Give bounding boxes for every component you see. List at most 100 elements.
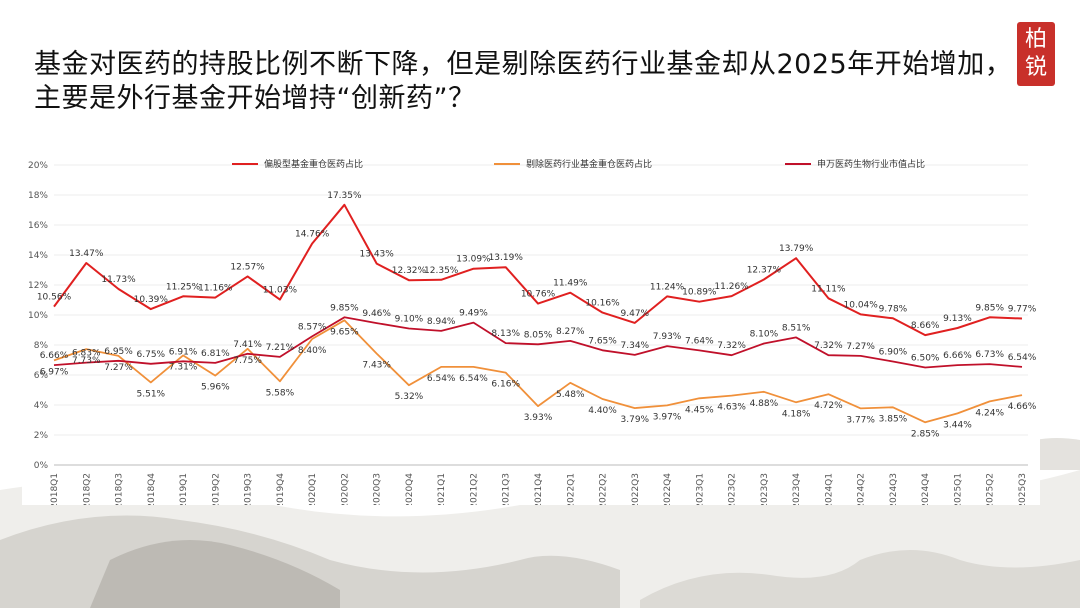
- series-lines: [53, 203, 1023, 424]
- data-label: 4.40%: [588, 406, 617, 416]
- data-label: 4.72%: [814, 401, 843, 411]
- data-label: 10.39%: [134, 295, 169, 305]
- y-tick-label: 12%: [28, 281, 48, 291]
- x-tick-label: 2023Q4: [792, 473, 802, 505]
- x-tick-label: 2023Q3: [760, 473, 770, 505]
- data-label: 6.95%: [104, 347, 133, 357]
- x-tick-label: 2022Q1: [566, 473, 576, 505]
- data-label: 8.57%: [298, 322, 327, 332]
- x-tick-label: 2024Q2: [857, 473, 867, 505]
- data-label: 4.45%: [685, 405, 714, 415]
- data-label: 6.50%: [911, 354, 940, 364]
- data-label: 5.58%: [266, 388, 295, 398]
- series-line: [53, 316, 1023, 369]
- y-tick-label: 16%: [28, 221, 48, 231]
- data-label: 9.49%: [459, 309, 488, 319]
- data-label: 6.83%: [72, 349, 101, 359]
- seal-logo: 柏 锐: [1017, 22, 1055, 86]
- data-label: 7.93%: [653, 332, 682, 342]
- data-label: 8.10%: [750, 330, 779, 340]
- data-label: 7.21%: [266, 343, 295, 353]
- seal-char-2: 锐: [1024, 55, 1047, 80]
- x-tick-label: 2022Q2: [599, 473, 609, 505]
- data-label: 11.03%: [263, 286, 298, 296]
- data-label: 3.85%: [879, 414, 908, 424]
- data-label: 12.35%: [424, 266, 459, 276]
- data-label: 6.75%: [137, 350, 166, 360]
- x-axis: 2018Q1 2018Q2 2018Q3 2018Q4 2019Q1 2019Q2 2019…: [50, 473, 1028, 505]
- data-label: 6.81%: [201, 349, 230, 359]
- data-label: 5.32%: [395, 392, 424, 402]
- x-tick-label: 2019Q4: [276, 473, 286, 505]
- data-label: 3.97%: [653, 412, 682, 422]
- x-tick-label: 2022Q4: [663, 473, 673, 505]
- x-tick-label: 2024Q4: [921, 473, 931, 505]
- data-label: 9.47%: [621, 309, 650, 319]
- data-label: 8.27%: [556, 327, 585, 337]
- x-tick-label: 2018Q2: [82, 473, 92, 505]
- x-tick-label: 2021Q1: [437, 473, 447, 505]
- line-chart: 0%2%4%6%8%10%12%14%16%18%20% 2018Q1 2018Q…: [22, 150, 1040, 505]
- data-label: 7.34%: [621, 341, 650, 351]
- data-label: 8.13%: [491, 329, 520, 339]
- data-label: 2.85%: [911, 429, 940, 439]
- data-label: 12.57%: [230, 262, 265, 272]
- data-label: 11.16%: [198, 284, 233, 294]
- data-label: 6.66%: [40, 351, 69, 361]
- x-tick-label: 2025Q3: [1018, 473, 1028, 505]
- data-label: 6.54%: [459, 374, 488, 384]
- legend: 偏股型基金重仓医药占比 剔除医药行业基金重仓医药占比 申万医药生物行业市值占比: [232, 158, 925, 170]
- x-tick-label: 2023Q1: [695, 473, 705, 505]
- data-label: 7.43%: [362, 361, 391, 371]
- data-label: 9.10%: [395, 315, 424, 325]
- x-tick-label: 2019Q2: [211, 473, 221, 505]
- title-line-1: 基金对医药的持股比例不断下降，但是剔除医药行业基金却从2025年开始增加，: [34, 49, 1013, 80]
- data-label: 8.51%: [782, 323, 811, 333]
- data-label: 10.04%: [844, 300, 879, 310]
- legend-label: 申万医药生物行业市值占比: [817, 158, 925, 170]
- data-label: 4.66%: [1008, 402, 1037, 412]
- data-label: 13.19%: [489, 253, 524, 263]
- data-label: 11.11%: [811, 284, 846, 294]
- data-label: 4.88%: [750, 399, 779, 409]
- data-label: 5.48%: [556, 390, 585, 400]
- data-label: 12.37%: [747, 265, 782, 275]
- y-tick-label: 0%: [34, 461, 49, 471]
- data-label: 6.91%: [169, 347, 198, 357]
- data-label: 11.24%: [650, 282, 685, 292]
- data-label: 8.40%: [298, 346, 327, 356]
- data-label: 6.54%: [427, 374, 456, 384]
- data-label: 7.75%: [233, 356, 262, 366]
- x-tick-label: 2020Q4: [405, 473, 415, 505]
- data-label: 11.49%: [553, 279, 588, 289]
- data-label: 11.26%: [714, 282, 749, 292]
- x-tick-label: 2019Q1: [179, 473, 189, 505]
- series-line: [53, 319, 1023, 424]
- x-tick-label: 2025Q2: [986, 473, 996, 505]
- chart-background: [22, 150, 1040, 505]
- x-tick-label: 2018Q1: [50, 473, 60, 505]
- data-label: 7.31%: [169, 362, 198, 372]
- data-label: 13.47%: [69, 249, 104, 259]
- data-label: 4.18%: [782, 409, 811, 419]
- data-label: 9.65%: [330, 327, 359, 337]
- x-tick-label: 2019Q3: [244, 473, 254, 505]
- x-tick-label: 2024Q3: [889, 473, 899, 505]
- data-label: 9.78%: [879, 304, 908, 314]
- data-label: 11.73%: [101, 275, 136, 285]
- x-tick-label: 2018Q3: [115, 473, 125, 505]
- data-label: 8.66%: [911, 321, 940, 331]
- y-tick-label: 8%: [34, 341, 49, 351]
- y-tick-label: 4%: [34, 401, 49, 411]
- data-label: 6.16%: [491, 380, 520, 390]
- x-tick-label: 2022Q3: [631, 473, 641, 505]
- data-label: 3.77%: [846, 415, 875, 425]
- x-tick-label: 2024Q1: [824, 473, 834, 505]
- data-label: 10.56%: [37, 293, 72, 303]
- data-label: 10.89%: [682, 288, 717, 298]
- data-label: 13.43%: [360, 250, 395, 260]
- x-tick-label: 2018Q4: [147, 473, 157, 505]
- y-tick-label: 6%: [34, 371, 49, 381]
- legend-label: 剔除医药行业基金重仓医药占比: [526, 158, 652, 170]
- data-label: 7.65%: [588, 336, 617, 346]
